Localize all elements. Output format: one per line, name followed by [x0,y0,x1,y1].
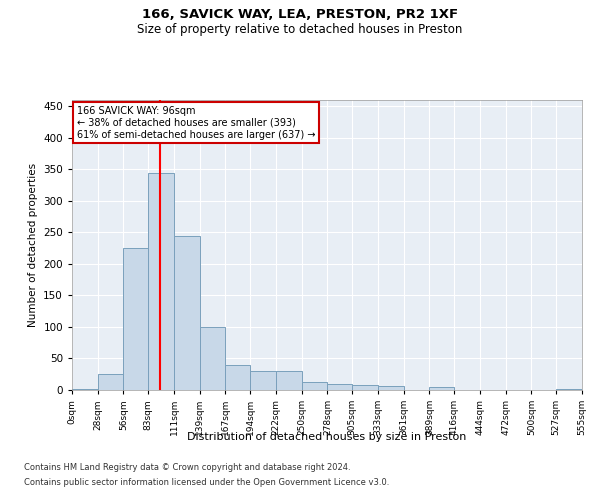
Text: Size of property relative to detached houses in Preston: Size of property relative to detached ho… [137,22,463,36]
Bar [226,365,250,390]
Bar [378,386,404,390]
Bar [430,387,454,390]
Bar [352,385,378,390]
Y-axis label: Number of detached properties: Number of detached properties [28,163,38,327]
Bar [98,374,124,390]
Text: 166, SAVICK WAY, LEA, PRESTON, PR2 1XF: 166, SAVICK WAY, LEA, PRESTON, PR2 1XF [142,8,458,20]
Bar [72,388,98,390]
Bar [200,327,226,390]
Bar [174,236,200,390]
Bar [276,371,302,390]
Text: 166 SAVICK WAY: 96sqm
← 38% of detached houses are smaller (393)
61% of semi-det: 166 SAVICK WAY: 96sqm ← 38% of detached … [77,106,315,140]
Text: Contains HM Land Registry data © Crown copyright and database right 2024.: Contains HM Land Registry data © Crown c… [24,463,350,472]
Bar [124,248,148,390]
Bar [250,371,276,390]
Bar [328,384,352,390]
Text: Distribution of detached houses by size in Preston: Distribution of detached houses by size … [187,432,467,442]
Bar [302,382,328,390]
Bar [148,172,174,390]
Text: Contains public sector information licensed under the Open Government Licence v3: Contains public sector information licen… [24,478,389,487]
